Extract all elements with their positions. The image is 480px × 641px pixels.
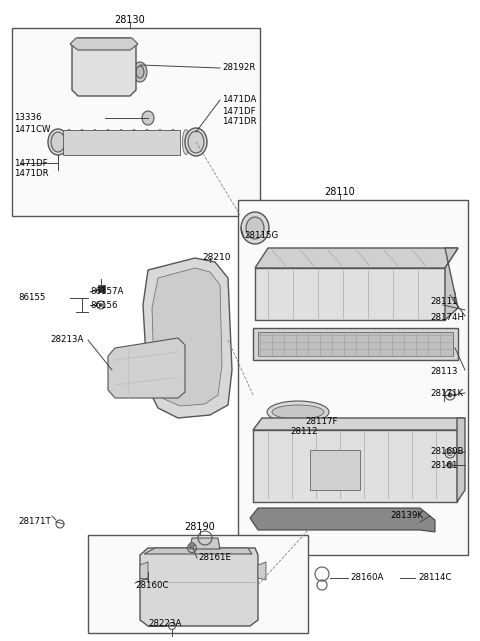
Text: 1471DF: 1471DF xyxy=(14,158,48,167)
Text: 28111: 28111 xyxy=(430,297,457,306)
Circle shape xyxy=(99,303,103,306)
Polygon shape xyxy=(190,538,220,549)
Polygon shape xyxy=(255,248,458,268)
Text: 28223A: 28223A xyxy=(148,619,181,628)
Polygon shape xyxy=(253,328,458,360)
Ellipse shape xyxy=(267,401,329,423)
Text: 28210: 28210 xyxy=(202,253,230,263)
Circle shape xyxy=(448,393,452,397)
Ellipse shape xyxy=(188,131,204,153)
Ellipse shape xyxy=(272,405,324,419)
Polygon shape xyxy=(140,548,258,626)
Polygon shape xyxy=(310,450,360,490)
Ellipse shape xyxy=(156,129,164,154)
Circle shape xyxy=(190,542,194,547)
Ellipse shape xyxy=(246,217,264,239)
Polygon shape xyxy=(143,258,232,418)
Text: 28190: 28190 xyxy=(185,522,216,532)
Polygon shape xyxy=(457,418,465,502)
Bar xyxy=(238,200,468,555)
Bar xyxy=(12,28,260,216)
Ellipse shape xyxy=(169,129,177,154)
Bar xyxy=(88,535,308,633)
Polygon shape xyxy=(108,338,185,398)
Polygon shape xyxy=(253,418,465,430)
Text: 28110: 28110 xyxy=(324,187,355,197)
Text: 28174H: 28174H xyxy=(430,313,464,322)
Text: 28113: 28113 xyxy=(430,367,457,376)
Text: 28161: 28161 xyxy=(430,460,457,469)
Polygon shape xyxy=(258,562,266,580)
Ellipse shape xyxy=(51,132,65,152)
Text: 1471CW: 1471CW xyxy=(14,124,50,133)
Text: 28139K: 28139K xyxy=(390,512,423,520)
Bar xyxy=(98,285,105,292)
Text: 86155: 86155 xyxy=(18,294,46,303)
Ellipse shape xyxy=(48,129,68,155)
Text: 1471DR: 1471DR xyxy=(14,169,48,178)
Text: 28160B: 28160B xyxy=(430,447,464,456)
Text: 86156: 86156 xyxy=(90,301,118,310)
Polygon shape xyxy=(140,562,148,580)
Polygon shape xyxy=(72,38,136,96)
Polygon shape xyxy=(152,268,222,406)
Ellipse shape xyxy=(144,129,151,154)
Polygon shape xyxy=(250,508,435,532)
Text: 28161E: 28161E xyxy=(198,553,231,563)
Text: 1471DR: 1471DR xyxy=(222,117,257,126)
Text: 1471DF: 1471DF xyxy=(222,106,256,115)
Ellipse shape xyxy=(105,129,111,154)
Text: 28171T: 28171T xyxy=(18,517,51,526)
Polygon shape xyxy=(253,430,457,502)
Polygon shape xyxy=(144,548,252,554)
Text: 28192R: 28192R xyxy=(222,63,255,72)
Ellipse shape xyxy=(118,129,124,154)
Ellipse shape xyxy=(65,129,72,154)
Ellipse shape xyxy=(142,111,154,125)
Text: 28160A: 28160A xyxy=(350,574,384,583)
Polygon shape xyxy=(70,38,138,50)
Text: 28160C: 28160C xyxy=(135,581,168,590)
Ellipse shape xyxy=(241,212,269,244)
Text: 28112: 28112 xyxy=(290,426,317,435)
Polygon shape xyxy=(63,130,180,155)
Ellipse shape xyxy=(131,129,137,154)
Ellipse shape xyxy=(136,66,144,78)
Text: 28171K: 28171K xyxy=(430,390,463,399)
Text: 13336: 13336 xyxy=(14,113,41,122)
Ellipse shape xyxy=(92,129,98,154)
Ellipse shape xyxy=(182,129,190,154)
Text: 28114C: 28114C xyxy=(418,574,452,583)
Polygon shape xyxy=(258,332,453,356)
Text: 28115G: 28115G xyxy=(244,231,278,240)
Text: 86157A: 86157A xyxy=(90,288,123,297)
Ellipse shape xyxy=(79,129,85,154)
Text: 28130: 28130 xyxy=(115,15,145,25)
Polygon shape xyxy=(255,268,445,320)
Ellipse shape xyxy=(185,128,207,156)
Text: 28213A: 28213A xyxy=(50,335,84,344)
Circle shape xyxy=(447,462,453,468)
Polygon shape xyxy=(445,248,458,320)
Text: 28117F: 28117F xyxy=(305,417,337,426)
Ellipse shape xyxy=(133,62,147,82)
Text: 1471DA: 1471DA xyxy=(222,96,256,104)
